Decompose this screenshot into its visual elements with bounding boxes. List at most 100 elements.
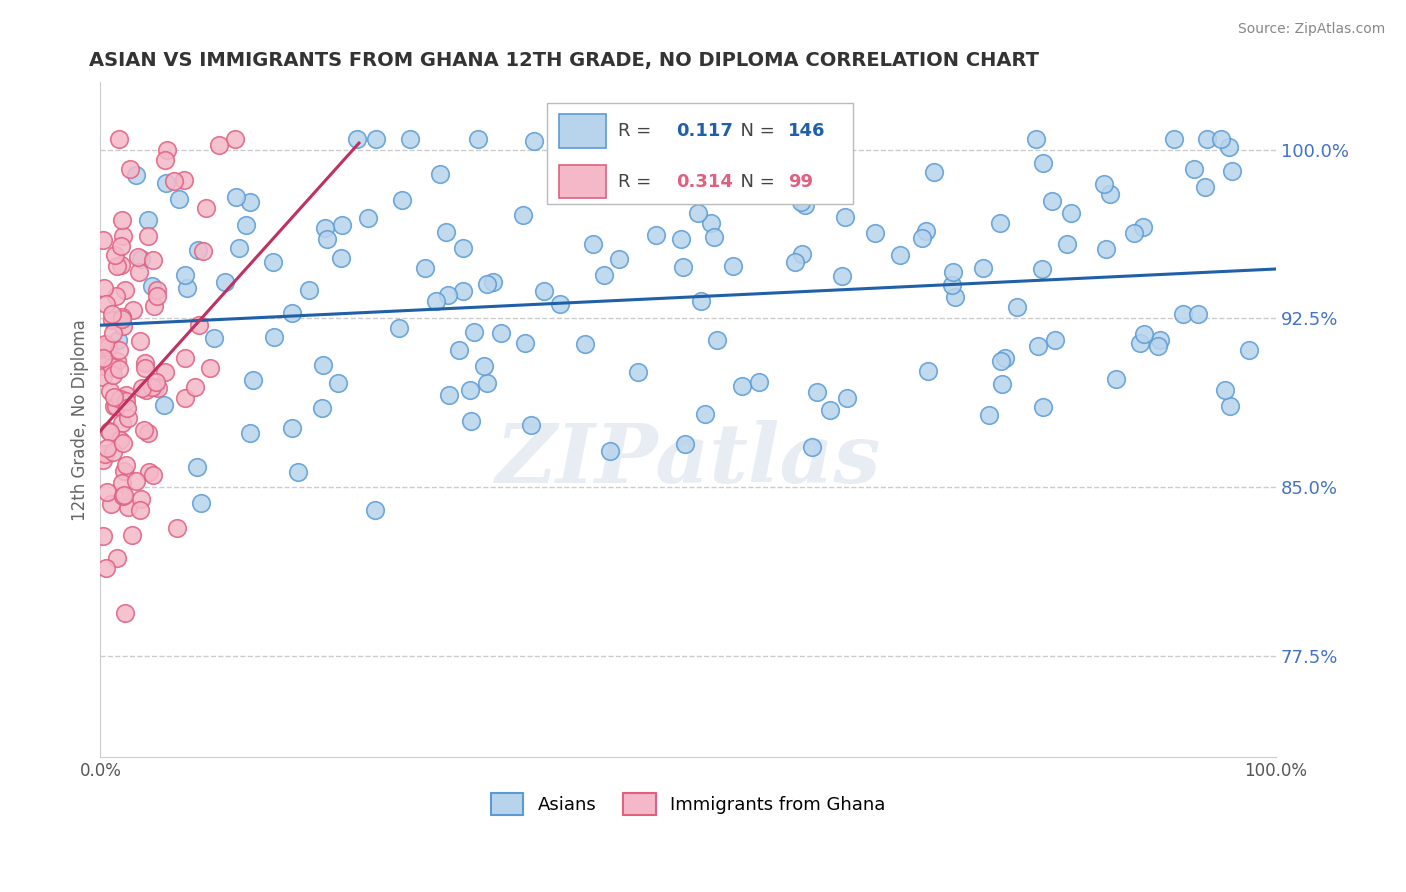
Point <box>94 561 117 575</box>
Point <box>214 276 236 290</box>
Point <box>915 224 938 238</box>
Point <box>1197 131 1219 145</box>
Text: N =: N = <box>730 122 780 140</box>
Point <box>91 370 114 384</box>
Point <box>127 250 149 264</box>
Point <box>475 376 498 390</box>
Text: 0.314: 0.314 <box>676 172 734 191</box>
Point <box>117 410 139 425</box>
Point <box>911 231 934 245</box>
Point <box>1173 308 1195 322</box>
Point <box>91 351 114 365</box>
Point <box>105 551 128 566</box>
Point <box>195 201 218 215</box>
Point <box>134 361 156 376</box>
Point <box>138 465 160 479</box>
Point <box>121 527 143 541</box>
Point <box>110 476 132 491</box>
Point <box>114 607 136 621</box>
Point <box>262 255 284 269</box>
Point <box>228 241 250 255</box>
Point <box>142 252 165 267</box>
Point <box>1163 131 1185 145</box>
Point <box>693 407 716 421</box>
Point <box>1218 400 1240 414</box>
Point <box>1005 300 1028 314</box>
Point <box>111 318 134 333</box>
Point <box>191 244 214 259</box>
Point <box>112 487 135 501</box>
Point <box>105 354 128 368</box>
Point <box>1220 164 1243 178</box>
Point <box>1032 156 1054 170</box>
Point <box>460 383 482 397</box>
Point <box>582 236 605 251</box>
Point <box>831 269 853 284</box>
Point <box>388 321 411 335</box>
Point <box>990 354 1012 368</box>
Point <box>132 423 155 437</box>
Point <box>451 284 474 298</box>
Point <box>1218 140 1240 154</box>
Point <box>1237 343 1260 358</box>
Point <box>1026 339 1049 353</box>
Text: 146: 146 <box>789 122 825 140</box>
Point <box>141 380 163 394</box>
Point <box>103 390 125 404</box>
Point <box>364 131 387 145</box>
Point <box>988 216 1011 230</box>
Point <box>114 283 136 297</box>
Point <box>97 424 120 438</box>
Point <box>129 334 152 348</box>
Point <box>186 460 208 475</box>
Point <box>166 520 188 534</box>
Point <box>1133 327 1156 342</box>
Text: N =: N = <box>730 172 780 191</box>
Point <box>105 259 128 273</box>
Point <box>793 198 815 212</box>
Point <box>104 400 127 414</box>
Point <box>1056 237 1078 252</box>
Point <box>91 529 114 543</box>
Point <box>174 268 197 283</box>
Point <box>108 391 131 405</box>
Point <box>121 303 143 318</box>
Point <box>574 337 596 351</box>
Point <box>142 468 165 483</box>
Point <box>512 208 534 222</box>
Point <box>1146 339 1168 353</box>
Point <box>917 364 939 378</box>
Point <box>357 211 380 225</box>
FancyBboxPatch shape <box>558 165 606 198</box>
Point <box>111 489 134 503</box>
Point <box>548 297 571 311</box>
Point <box>451 241 474 255</box>
Point <box>108 434 131 448</box>
Point <box>190 495 212 509</box>
Point <box>91 233 114 247</box>
Point <box>806 384 828 399</box>
Point <box>1194 179 1216 194</box>
Point <box>413 261 436 276</box>
Text: ZIPatlas: ZIPatlas <box>495 420 882 500</box>
Point <box>316 232 339 246</box>
Point <box>311 401 333 416</box>
Point <box>437 388 460 402</box>
Point <box>117 500 139 515</box>
Point <box>889 248 911 262</box>
Point <box>686 206 709 220</box>
Point <box>125 474 148 488</box>
Point <box>131 252 153 266</box>
Point <box>115 458 138 472</box>
Point <box>97 340 120 354</box>
FancyBboxPatch shape <box>547 103 853 203</box>
Point <box>1187 307 1209 321</box>
Point <box>112 229 135 244</box>
Point <box>748 375 770 389</box>
Point <box>167 192 190 206</box>
Text: 0.117: 0.117 <box>676 122 734 140</box>
Point <box>120 162 142 177</box>
Point <box>146 283 169 297</box>
Point <box>142 299 165 313</box>
Point <box>110 258 132 272</box>
